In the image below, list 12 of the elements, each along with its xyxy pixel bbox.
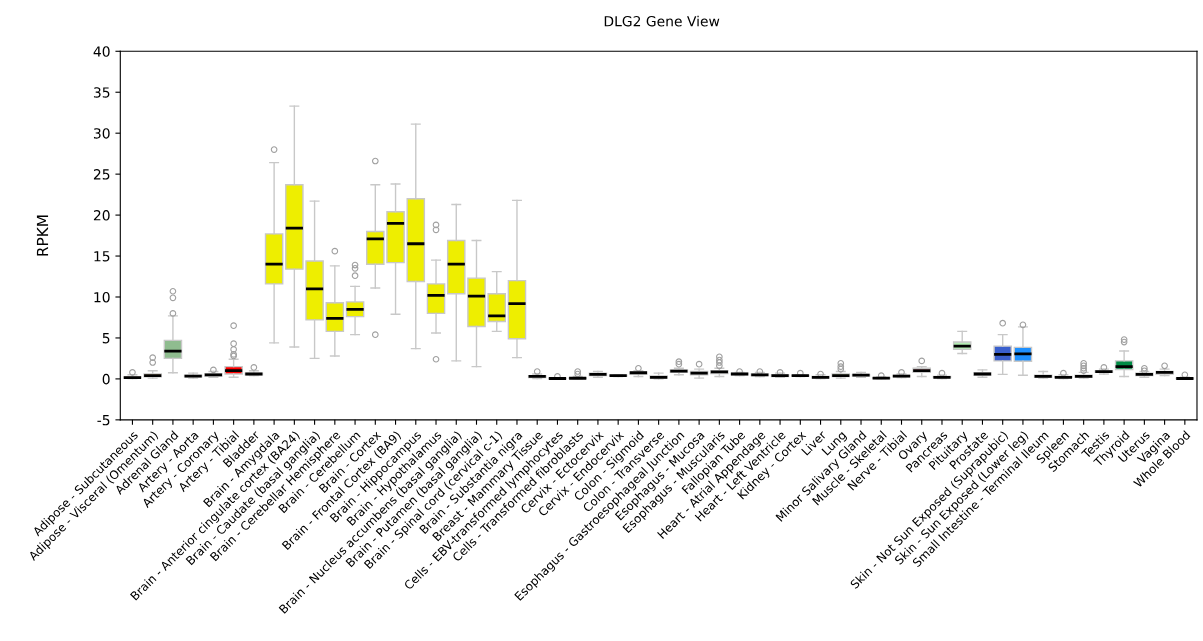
chart-title: DLG2 Gene View (604, 15, 720, 27)
y-tick-label: 10 (94, 291, 110, 303)
y-axis-title: RPKM (36, 215, 49, 256)
y-tick-label: 30 (93, 128, 110, 139)
y-tick-label: 25 (93, 169, 110, 180)
y-tick-label: 35 (93, 87, 110, 98)
y-tick-label: 0 (102, 373, 110, 385)
y-tick-label: 5 (102, 333, 110, 344)
y-tick-label: 20 (93, 210, 110, 221)
y-tick-label: 15 (94, 251, 110, 262)
y-tick-label: 40 (93, 46, 110, 57)
y-tick-label: -5 (97, 415, 110, 426)
